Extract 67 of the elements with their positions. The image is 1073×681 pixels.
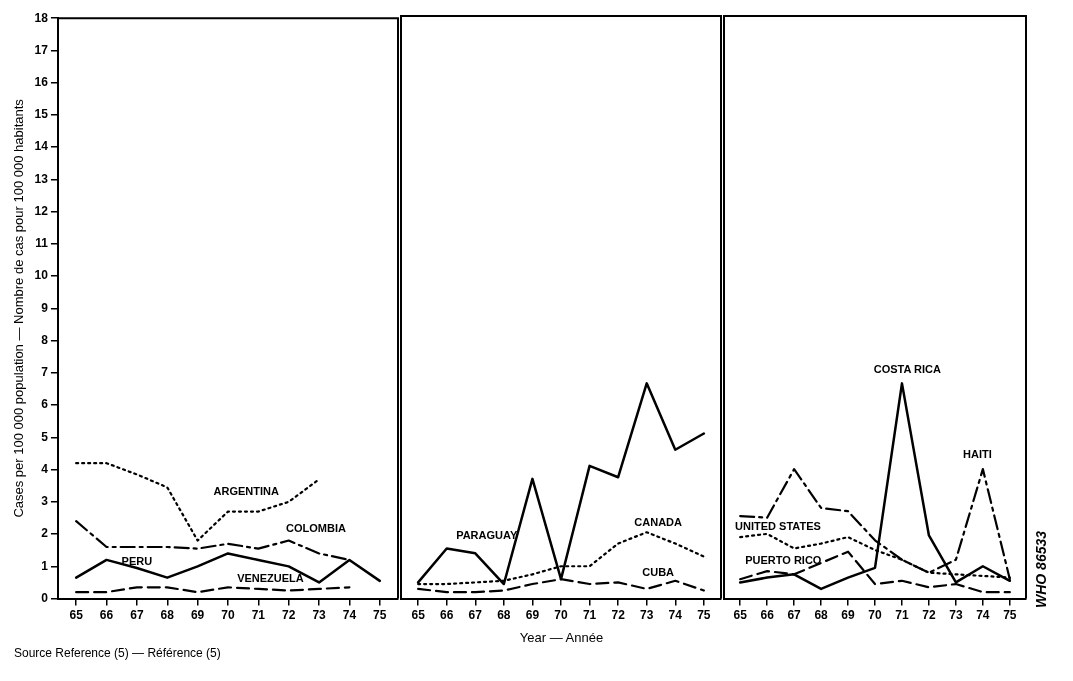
x-tick-label: 65	[733, 608, 748, 623]
y-tick-label: 14	[34, 139, 49, 154]
y-tick-label: 4	[41, 461, 49, 476]
x-tick-label: 70	[221, 608, 235, 623]
x-tick-label: 66	[440, 608, 454, 623]
x-tick-label: 73	[312, 608, 327, 623]
series-label: COSTA RICA	[873, 363, 942, 376]
x-tick-label: 72	[282, 608, 296, 623]
x-tick-label: 71	[582, 608, 597, 623]
series-label: PERU	[121, 554, 153, 567]
y-tick-label: 2	[41, 526, 49, 541]
series-label: ARGENTINA	[213, 485, 279, 498]
y-tick-label: 3	[41, 494, 49, 509]
x-tick-label: 66	[760, 608, 775, 623]
y-tick-label: 5	[41, 429, 49, 444]
x-tick-label: 73	[640, 608, 654, 623]
x-tick-label: 70	[554, 608, 568, 623]
y-tick-label: 17	[34, 42, 49, 57]
x-tick-label: 69	[525, 608, 540, 623]
y-tick-label: 6	[41, 397, 49, 412]
x-tick-label: 75	[373, 608, 387, 623]
series-label: UNITED STATES	[735, 520, 821, 533]
x-tick-label: 65	[411, 608, 426, 623]
y-tick-label: 9	[41, 300, 49, 315]
x-tick-label: 67	[468, 608, 483, 623]
x-tick-label: 68	[497, 608, 511, 623]
series-label: COLOMBIA	[286, 522, 347, 535]
x-tick-label: 72	[611, 608, 626, 623]
x-tick-label: 75	[1003, 608, 1017, 623]
x-tick-label: 66	[99, 608, 114, 623]
series-label: CUBA	[642, 565, 675, 578]
x-tick-label: 67	[787, 608, 802, 623]
x-tick-label: 68	[160, 608, 175, 623]
source-note: Source Reference (5) — Référence (5)	[14, 646, 221, 660]
y-tick-label: 10	[34, 268, 49, 283]
y-tick-label: 11	[35, 236, 49, 251]
y-tick-label: 8	[41, 332, 49, 347]
x-tick-label: 74	[342, 608, 357, 623]
y-tick-label: 15	[34, 107, 49, 122]
series-label: VENEZUELA	[237, 572, 304, 585]
y-tick-label: 13	[34, 171, 49, 186]
x-tick-label: 72	[922, 608, 936, 623]
y-tick-label: 16	[34, 75, 49, 89]
text: WHO 86533	[1033, 530, 1049, 608]
x-axis-title: Year — Année	[518, 630, 605, 645]
x-tick-label: 69	[190, 608, 205, 623]
x-tick-label: 65	[69, 608, 84, 623]
x-tick-label: 73	[949, 608, 963, 623]
x-tick-label: 75	[697, 608, 711, 623]
x-tick-label: 70	[868, 608, 882, 623]
series-label: PUERTO RICO	[745, 554, 822, 567]
x-tick-label: 71	[251, 608, 266, 623]
y-tick-label: 1	[41, 558, 49, 573]
x-tick-label: 74	[668, 608, 683, 623]
series-label: HAITI	[963, 447, 992, 460]
x-tick-label: 67	[130, 608, 144, 623]
y-tick-label: 0	[41, 590, 49, 605]
y-tick-label: 7	[41, 365, 49, 380]
x-tick-label: 69	[841, 608, 856, 623]
y-tick-label: 12	[34, 203, 49, 218]
y-tick-label: 18	[34, 10, 49, 25]
series-label: PARAGUAY	[456, 528, 518, 541]
x-tick-label: 71	[895, 608, 909, 623]
x-tick-label: 68	[814, 608, 829, 623]
x-tick-label: 74	[976, 608, 990, 623]
y-axis-title: Cases per 100 000 population — Nombre de cas pour 100 000 habitants	[11, 98, 27, 518]
series-label: CANADA	[634, 515, 683, 528]
